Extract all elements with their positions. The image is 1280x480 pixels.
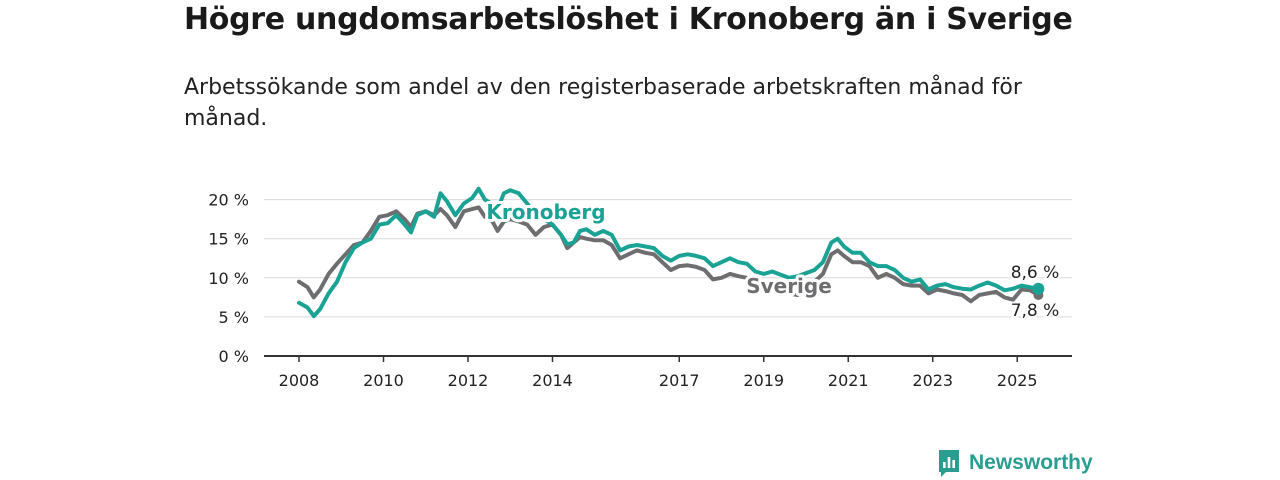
x-axis: 2008 2010 2012 2014 2017 2019 2021 2023 2025 (264, 355, 1072, 390)
x-tick-label: 2008 (279, 371, 320, 390)
line-chart: 0 %5 %10 %15 %20 % 2008 2010 2012 2014 2017 2… (208, 186, 1072, 390)
y-tick-label: 5 % (219, 308, 249, 327)
y-axis-ticks: 0 % 5 % 10 % 15 % 20 % (208, 191, 249, 366)
y-tick-label: 15 % (208, 230, 249, 249)
x-tick-label: 2019 (743, 371, 784, 390)
series-line-kronoberg (297, 186, 1041, 319)
y-tick-label: 0 % (219, 347, 249, 366)
y-tick-label: 10 % (208, 269, 249, 288)
x-tick-label: 2025 (997, 371, 1038, 390)
y-tick-label: 20 % (208, 191, 249, 210)
x-tick-label: 2010 (363, 371, 404, 390)
series-end-dot-kronoberg (1032, 282, 1045, 295)
series-lines (297, 186, 1045, 319)
newsworthy-logo: Newsworthy (937, 447, 1093, 479)
chart-subtitle: Arbetssökande som andel av den registerb… (184, 75, 1022, 131)
x-tick-label: 2012 (448, 371, 489, 390)
end-label-sverige: 7,8 % (1011, 301, 1060, 321)
x-tick-label: 2021 (828, 371, 869, 390)
series-label-sverige: Sverige (746, 274, 832, 298)
series-labels: Kronoberg Sverige 8,6 % 7,8 % (483, 197, 1061, 323)
gridlines (264, 199, 1072, 318)
x-tick-label: 2014 (532, 371, 573, 390)
chart-title: Högre ungdomsarbetslöshet i Kronoberg än… (184, 2, 1073, 37)
newsworthy-logo-text: Newsworthy (969, 451, 1093, 474)
series-label-kronoberg: Kronoberg (486, 200, 605, 224)
end-label-kronoberg: 8,6 % (1011, 263, 1060, 283)
x-tick-label: 2017 (659, 371, 700, 390)
x-tick-label: 2023 (912, 371, 953, 390)
newsworthy-logo-icon (939, 450, 959, 477)
